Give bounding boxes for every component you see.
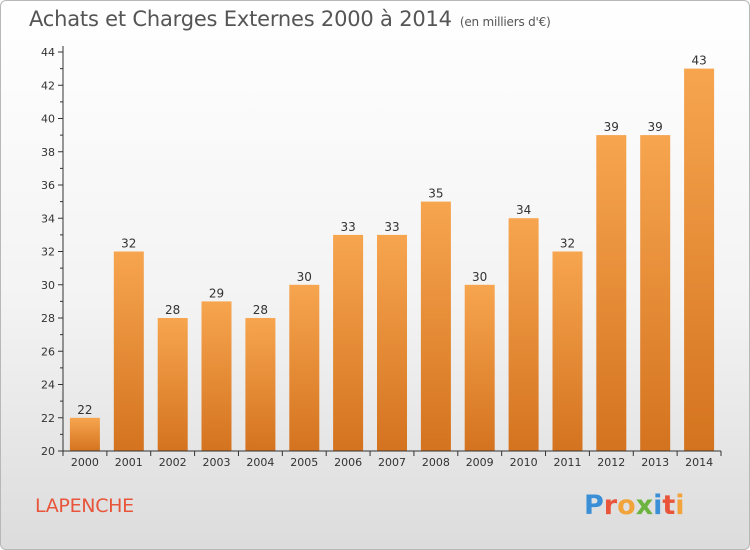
y-tick-label-30: 30	[41, 279, 55, 292]
x-tick-label-2011: 2011	[554, 456, 582, 469]
value-label-2013: 39	[648, 120, 663, 134]
y-tick-label-42: 42	[41, 79, 55, 92]
proxiti-logo: Proxiti	[584, 490, 685, 521]
bar-2007	[377, 234, 407, 451]
bar-2001	[113, 251, 144, 451]
bars-group: 22 32 28 29 28 30 33 33 35 30 34 32 39 39 43	[69, 54, 715, 452]
value-label-2012: 39	[604, 120, 619, 134]
bar-2002	[157, 318, 188, 451]
bar-2011	[552, 251, 583, 451]
y-tick-label-38: 38	[41, 146, 55, 159]
x-tick-label-2008: 2008	[422, 456, 450, 469]
y-tick-label-44: 44	[41, 46, 55, 59]
value-label-2004: 28	[253, 303, 268, 317]
x-tick-label-2001: 2001	[115, 456, 143, 469]
logo-letter: P	[584, 490, 604, 521]
chart-subtitle: (en milliers d'€)	[459, 15, 551, 29]
bar-2010	[508, 218, 539, 451]
value-label-2010: 34	[516, 203, 531, 217]
bar-2013	[640, 135, 671, 451]
x-tick-label-2014: 2014	[685, 456, 713, 469]
logo-letter: t	[662, 490, 676, 521]
value-label-2001: 32	[121, 237, 136, 251]
x-tick-label-2000: 2000	[71, 456, 99, 469]
value-label-2009: 30	[472, 270, 487, 284]
logo-letter: r	[603, 490, 618, 521]
bar-2003	[201, 301, 232, 451]
x-tick-label-2012: 2012	[597, 456, 625, 469]
y-tick-label-24: 24	[41, 379, 55, 392]
x-tick-label-2010: 2010	[510, 456, 538, 469]
value-label-2014: 43	[691, 54, 706, 68]
logo-letter: i	[675, 490, 685, 521]
y-tick-label-26: 26	[41, 345, 55, 358]
x-tick-label-2006: 2006	[334, 456, 362, 469]
x-tick-label-2003: 2003	[203, 456, 231, 469]
title-text: Achats et Charges Externes 2000 à 2014	[29, 7, 452, 31]
axes-group: 20 22 24 26 28 30 32 34 36 38 40 42 44 2000 2001 2002 20…	[41, 46, 722, 469]
value-label-2011: 32	[560, 237, 575, 251]
logo-letter: x	[635, 490, 654, 521]
x-tick-label-2013: 2013	[641, 456, 669, 469]
chart-title: Achats et Charges Externes 2000 à 2014 (e…	[29, 7, 551, 31]
logo-letter: i	[653, 490, 663, 521]
y-tick-label-40: 40	[41, 113, 55, 126]
y-tick-label-32: 32	[41, 246, 55, 259]
bar-2009	[464, 284, 495, 452]
value-label-2002: 28	[165, 303, 180, 317]
y-tick-label-34: 34	[41, 212, 55, 225]
commune-name: LAPENCHE	[35, 495, 134, 517]
x-tick-label-2004: 2004	[246, 456, 274, 469]
y-tick-label-28: 28	[41, 312, 55, 325]
bar-2008	[420, 201, 451, 451]
x-tick-label-2007: 2007	[378, 456, 406, 469]
bar-2012	[596, 135, 627, 451]
y-tick-label-20: 20	[41, 445, 55, 458]
bar-2000	[69, 417, 100, 452]
x-tick-label-2009: 2009	[466, 456, 494, 469]
bar-2004	[245, 318, 276, 451]
value-label-2007: 33	[384, 220, 399, 234]
value-label-2005: 30	[297, 270, 312, 284]
value-label-2000: 22	[77, 403, 92, 417]
value-label-2008: 35	[428, 187, 443, 201]
y-tick-label-36: 36	[41, 179, 55, 192]
value-label-2003: 29	[209, 286, 224, 300]
x-tick-label-2002: 2002	[159, 456, 187, 469]
y-tick-label-22: 22	[41, 412, 55, 425]
bar-2005	[289, 284, 320, 452]
value-label-2006: 33	[340, 220, 355, 234]
x-tick-label-2005: 2005	[290, 456, 318, 469]
logo-letter: o	[617, 490, 636, 521]
bar-2006	[333, 234, 364, 451]
bar-2014	[684, 68, 715, 451]
